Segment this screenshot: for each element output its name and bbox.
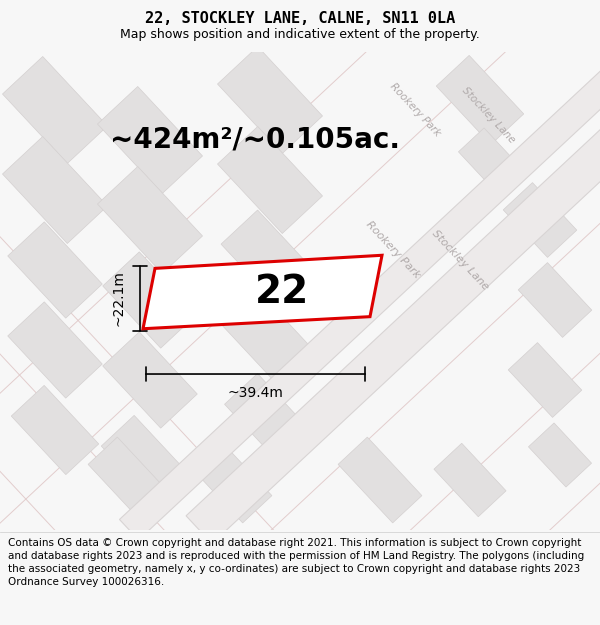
Text: 22, STOCKLEY LANE, CALNE, SN11 0LA: 22, STOCKLEY LANE, CALNE, SN11 0LA — [145, 11, 455, 26]
Polygon shape — [8, 222, 102, 318]
Polygon shape — [529, 423, 592, 487]
Polygon shape — [221, 210, 319, 310]
Text: Map shows position and indicative extent of the property.: Map shows position and indicative extent… — [120, 28, 480, 41]
Polygon shape — [2, 56, 107, 164]
Polygon shape — [97, 86, 203, 194]
Polygon shape — [119, 42, 600, 540]
Polygon shape — [103, 332, 197, 428]
Text: Contains OS data © Crown copyright and database right 2021. This information is : Contains OS data © Crown copyright and d… — [8, 538, 584, 588]
Polygon shape — [518, 262, 592, 338]
Text: ~424m²/~0.105ac.: ~424m²/~0.105ac. — [110, 126, 400, 154]
Polygon shape — [434, 443, 506, 517]
Polygon shape — [508, 342, 582, 418]
Text: ~39.4m: ~39.4m — [227, 386, 283, 400]
Text: Rookery Park: Rookery Park — [364, 219, 422, 281]
Text: ~22.1m: ~22.1m — [112, 271, 126, 326]
Polygon shape — [217, 126, 323, 234]
Polygon shape — [188, 437, 272, 523]
Polygon shape — [338, 437, 422, 523]
Text: Stockley Lane: Stockley Lane — [430, 228, 490, 292]
Text: Stockley Lane: Stockley Lane — [460, 85, 517, 145]
Polygon shape — [217, 46, 323, 154]
Polygon shape — [143, 255, 382, 329]
Text: Rookery Park: Rookery Park — [388, 81, 442, 139]
Polygon shape — [103, 252, 197, 348]
Polygon shape — [88, 437, 172, 523]
Polygon shape — [97, 166, 203, 274]
Polygon shape — [224, 374, 316, 466]
Polygon shape — [458, 128, 521, 192]
Polygon shape — [503, 182, 577, 258]
Polygon shape — [2, 136, 107, 244]
Polygon shape — [11, 386, 99, 474]
Polygon shape — [436, 56, 524, 144]
Polygon shape — [186, 38, 600, 544]
Text: 22: 22 — [256, 273, 310, 311]
Polygon shape — [221, 290, 319, 390]
Polygon shape — [8, 302, 102, 398]
Polygon shape — [101, 416, 189, 504]
